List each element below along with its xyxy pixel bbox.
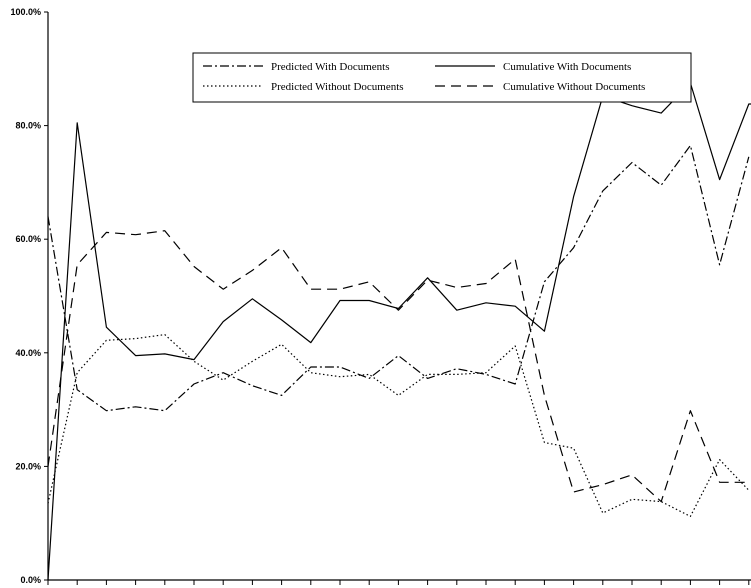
y-tick-label: 40.0% xyxy=(15,348,41,358)
y-tick-label: 80.0% xyxy=(15,121,41,131)
y-tick-label: 20.0% xyxy=(15,461,41,471)
series-line-cumulative-with-documents xyxy=(47,82,751,581)
y-tick-label: 100.0% xyxy=(10,7,41,17)
y-axis: 0.0% 20.0% 40.0% 60.0% 80.0% 100.0% xyxy=(10,7,49,585)
legend-label: Predicted Without Documents xyxy=(271,81,404,93)
legend-box xyxy=(192,52,692,103)
series-lines xyxy=(47,82,751,581)
series-line-predicted-without-documents xyxy=(47,334,750,518)
legend-label: Predicted With Documents xyxy=(271,61,390,73)
y-tick-label: 60.0% xyxy=(15,234,41,244)
series-line-predicted-with-documents xyxy=(47,144,750,412)
legend-label: Cumulative With Documents xyxy=(503,61,631,73)
series-line-cumulative-without-documents xyxy=(47,230,749,503)
y-tick-label: 0.0% xyxy=(20,575,41,585)
legend-label: Cumulative Without Documents xyxy=(503,81,645,93)
x-axis xyxy=(47,579,751,585)
legend: Predicted With Documents Cumulative With … xyxy=(192,52,692,103)
